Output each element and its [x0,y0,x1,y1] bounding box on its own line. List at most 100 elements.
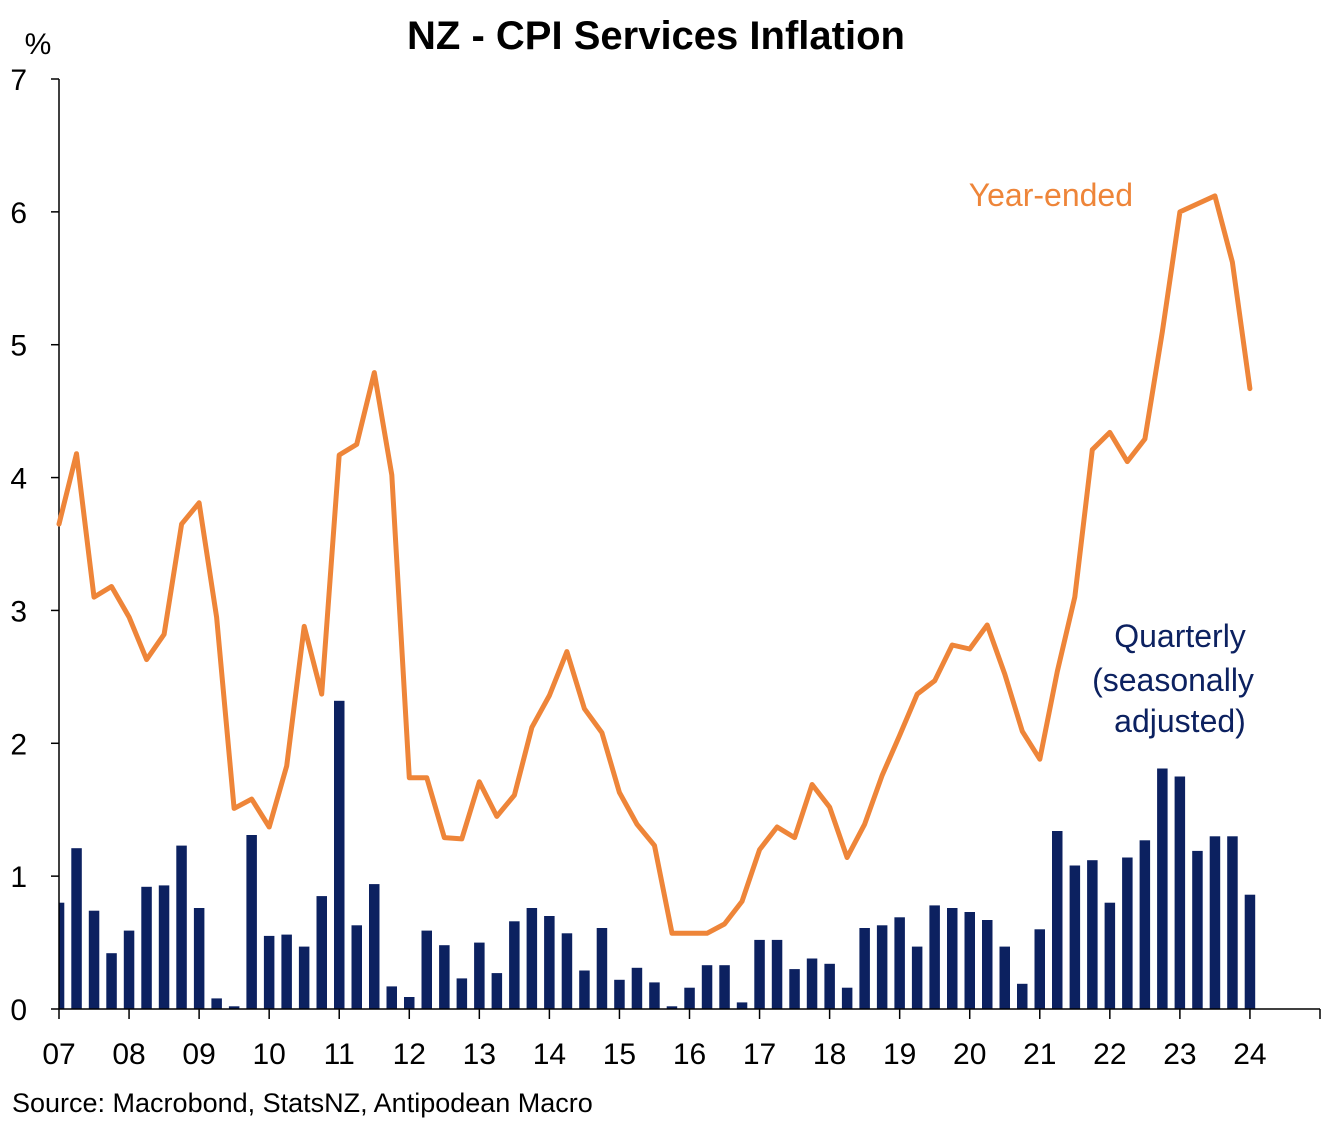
x-tick-label: 20 [953,1038,986,1071]
quarterly-bar [1122,857,1133,1009]
quarterly-bar [999,946,1010,1009]
quarterly-bar [386,986,397,1009]
x-tick-label: 07 [42,1038,75,1071]
quarterly-bar [876,925,888,1009]
quarterly-bar [911,946,923,1009]
quarterly-bar [474,942,485,1009]
x-tick-label: 23 [1163,1038,1196,1071]
quarterly-bar [596,928,608,1009]
quarterly-bar [1069,865,1081,1009]
x-tick-label: 22 [1093,1038,1126,1071]
year-ended-line [56,193,1253,936]
x-axis-ticks: 07 08 09 10 11 12 13 14 15 16 17 18 19 20 21 22 23 24 [42,1009,1321,1071]
quarterly-bar [1157,768,1168,1009]
x-tick-label: 08 [112,1038,145,1071]
quarterly-bar [1174,776,1186,1009]
quarterly-bar [421,930,432,1009]
quarterly-bar [176,845,187,1009]
quarterly-bar [964,912,975,1009]
quarterly-bar [579,970,590,1009]
x-tick-label: 13 [463,1038,496,1071]
quarterly-bar [491,973,503,1009]
quarterly-bar [351,925,362,1009]
quarterly-bar [666,1006,678,1009]
quarterly-bar [824,963,835,1009]
quarterly-bar [211,998,222,1009]
quarterly-bar [841,987,853,1009]
quarterly-bar [1052,831,1063,1009]
quarterly-bar [263,935,275,1009]
quarterly-bar [1244,894,1256,1009]
x-tick-label: 16 [673,1038,706,1071]
quarterly-bar [754,939,765,1009]
x-tick-label: 19 [883,1038,916,1071]
quarterly-bar [158,885,170,1009]
quarterly-bar [316,896,327,1009]
quarterly-bar [298,946,310,1009]
x-tick-label: 14 [533,1038,566,1071]
quarterly-bar [88,910,100,1009]
quarterly-bar [1034,929,1045,1009]
quarterly-bar [806,958,818,1009]
quarterly-bar [719,965,730,1009]
quarterly-bar [859,928,870,1009]
quarterly-label-line-3: adjusted) [1114,703,1246,739]
quarterly-bar [439,945,450,1009]
quarterly-bar [246,835,257,1009]
source-note: Source: Macrobond, StatsNZ, Antipodean M… [12,1088,593,1118]
x-tick-label: 11 [324,1038,355,1071]
y-tick-label: 0 [10,994,27,1027]
quarterly-bar [1227,836,1238,1009]
quarterly-bar [193,908,205,1009]
quarterly-bar [1017,983,1028,1009]
quarterly-bar [106,953,117,1009]
x-tick-label: 09 [182,1038,215,1071]
quarterly-bar [614,979,625,1009]
y-tick-label: 3 [10,595,27,628]
x-tick-label: 17 [743,1038,776,1071]
quarterly-bar [228,1006,240,1009]
quarterly-bar [59,902,65,1009]
quarterly-bar [526,908,538,1009]
y-axis-unit: % [25,28,52,61]
quarterly-bar [789,969,800,1009]
x-tick-label: 12 [393,1038,426,1071]
quarterly-bar [947,908,958,1009]
y-axis-ticks: 0 1 2 3 4 5 6 7 [10,64,59,1027]
chart-title: NZ - CPI Services Inflation [407,14,905,58]
quarterly-bar [684,987,695,1009]
quarterly-bar [334,700,345,1009]
quarterly-bar [123,930,135,1009]
y-tick-label: 2 [10,728,27,761]
quarterly-bar [701,965,713,1009]
quarterly-bar [1104,902,1116,1009]
quarterly-bar [982,920,993,1009]
y-tick-label: 4 [10,463,27,496]
quarterly-bar [561,933,573,1009]
quarterly-bar [631,967,643,1009]
quarterly-bar [509,921,520,1009]
y-tick-label: 1 [10,861,27,894]
y-tick-label: 7 [10,64,27,97]
quarterly-bar [736,1002,748,1009]
quarterly-bar [281,934,292,1009]
quarterly-bar [1192,850,1203,1009]
y-tick-label: 6 [10,197,27,230]
quarterly-bar [1087,860,1098,1009]
quarterly-bar [1139,840,1151,1009]
y-tick-label: 5 [10,330,27,363]
quarterly-bar [369,884,380,1009]
quarterly-bar [544,916,555,1009]
quarterly-bars [59,700,1256,1009]
quarterly-bar [894,917,905,1009]
x-tick-label: 24 [1233,1038,1266,1071]
year-ended-label: Year-ended [969,177,1133,213]
quarterly-label-line-2: (seasonally [1092,662,1254,698]
quarterly-bar [649,982,660,1009]
quarterly-bar [1209,836,1221,1009]
x-tick-label: 18 [813,1038,846,1071]
quarterly-bar [456,978,468,1009]
x-tick-label: 10 [252,1038,285,1071]
quarterly-label-line-1: Quarterly [1114,618,1246,654]
